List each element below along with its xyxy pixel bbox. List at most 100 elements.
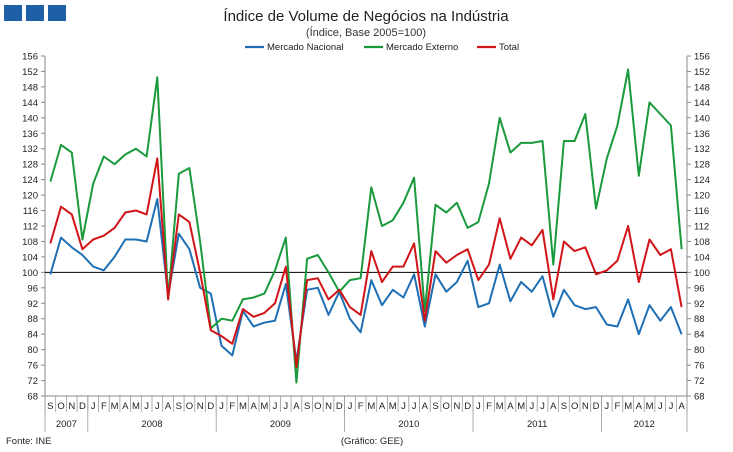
- x-tick-label: F: [486, 401, 492, 412]
- x-tick-label: N: [325, 401, 332, 412]
- x-tick-label: S: [432, 401, 438, 412]
- logo: [4, 5, 66, 21]
- y-tick-label-left: 120: [22, 191, 38, 202]
- axes: 68 68 72 72 76 76 80 80 84 84 88 88 92 92 96 96 100 100 10…: [22, 52, 710, 432]
- y-tick-label-right: 128: [694, 160, 710, 171]
- x-tick-label: M: [111, 401, 119, 412]
- x-tick-label: D: [593, 401, 600, 412]
- x-tick-label: F: [358, 401, 364, 412]
- y-tick-label-left: 148: [22, 82, 38, 93]
- y-tick-label-right: 132: [694, 144, 710, 155]
- y-tick-label-right: 104: [694, 252, 710, 263]
- x-tick-label: A: [507, 401, 514, 412]
- x-tick-label: J: [529, 401, 534, 412]
- legend-label-nacional: Mercado Nacional: [267, 42, 344, 53]
- y-tick-label-right: 148: [694, 82, 710, 93]
- x-tick-label: J: [412, 401, 417, 412]
- x-tick-label: A: [636, 401, 643, 412]
- x-tick-label: N: [582, 401, 589, 412]
- x-tick-label: O: [314, 401, 321, 412]
- legend-label-total: Total: [499, 42, 519, 53]
- x-tick-label: M: [260, 401, 268, 412]
- y-tick-label-right: 144: [694, 98, 710, 109]
- y-tick-label-right: 84: [694, 330, 705, 341]
- x-tick-label: A: [122, 401, 129, 412]
- x-tick-label: A: [379, 401, 386, 412]
- chart-subtitle: (Índice, Base 2005=100): [306, 26, 426, 39]
- y-tick-label-right: 80: [694, 345, 705, 356]
- series-line-mercado-externo: [49, 68, 683, 384]
- x-tick-label: M: [367, 401, 375, 412]
- y-tick-label-left: 108: [22, 237, 38, 248]
- x-tick-label: M: [646, 401, 654, 412]
- y-tick-label-right: 112: [694, 222, 709, 233]
- y-tick-label-right: 116: [694, 206, 709, 217]
- x-tick-label: D: [336, 401, 343, 412]
- x-tick-label: J: [144, 401, 149, 412]
- y-tick-label-right: 108: [694, 237, 710, 248]
- year-label: 2008: [141, 419, 162, 430]
- logo-block: [26, 5, 44, 21]
- y-tick-label-left: 128: [22, 160, 38, 171]
- x-tick-label: M: [624, 401, 632, 412]
- x-tick-label: A: [422, 401, 429, 412]
- source-note: Fonte: INE: [6, 436, 51, 447]
- series-line-total: [49, 157, 683, 368]
- x-tick-label: J: [540, 401, 545, 412]
- x-tick-label: J: [273, 401, 278, 412]
- y-tick-label-right: 152: [694, 67, 710, 78]
- x-tick-label: N: [454, 401, 461, 412]
- x-tick-label: F: [101, 401, 107, 412]
- logo-block: [48, 5, 66, 21]
- y-tick-label-right: 120: [694, 191, 710, 202]
- y-tick-label-left: 124: [22, 175, 38, 186]
- x-tick-label: N: [197, 401, 204, 412]
- x-tick-label: J: [604, 401, 609, 412]
- x-tick-label: O: [57, 401, 64, 412]
- x-tick-label: M: [389, 401, 397, 412]
- x-tick-label: M: [239, 401, 247, 412]
- x-tick-label: A: [165, 401, 172, 412]
- x-tick-label: S: [304, 401, 310, 412]
- x-tick-label: S: [561, 401, 567, 412]
- y-tick-label-left: 92: [27, 299, 38, 310]
- x-tick-label: S: [176, 401, 182, 412]
- year-label: 2010: [398, 419, 419, 430]
- x-tick-label: J: [658, 401, 663, 412]
- x-tick-label: F: [229, 401, 235, 412]
- x-tick-label: J: [476, 401, 481, 412]
- y-tick-label-left: 104: [22, 252, 38, 263]
- y-tick-label-left: 72: [27, 376, 38, 387]
- plot-area: [45, 68, 687, 384]
- y-tick-label-right: 76: [694, 361, 705, 372]
- x-tick-label: M: [517, 401, 525, 412]
- y-tick-label-left: 68: [27, 392, 38, 403]
- x-tick-label: A: [678, 401, 685, 412]
- year-label: 2011: [527, 419, 547, 430]
- y-tick-label-right: 140: [694, 113, 710, 124]
- y-tick-label-left: 84: [27, 330, 38, 341]
- legend-label-externo: Mercado Externo: [386, 42, 458, 53]
- y-tick-label-left: 140: [22, 113, 38, 124]
- y-tick-label-left: 132: [22, 144, 38, 155]
- x-tick-label: J: [401, 401, 406, 412]
- chart-title: Índice de Volume de Negócios na Indústri…: [223, 8, 509, 25]
- y-tick-label-left: 152: [22, 67, 38, 78]
- x-tick-label: O: [443, 401, 450, 412]
- x-tick-label: J: [669, 401, 674, 412]
- x-tick-label: F: [615, 401, 621, 412]
- y-tick-label-right: 92: [694, 299, 705, 310]
- y-tick-label-left: 116: [23, 206, 38, 217]
- y-tick-label-left: 96: [27, 283, 38, 294]
- x-tick-label: A: [250, 401, 257, 412]
- y-tick-label-left: 112: [23, 222, 38, 233]
- x-tick-label: O: [571, 401, 578, 412]
- x-tick-label: J: [283, 401, 288, 412]
- x-tick-label: J: [91, 401, 96, 412]
- year-label: 2009: [270, 419, 291, 430]
- x-tick-label: A: [293, 401, 300, 412]
- x-tick-label: J: [348, 401, 353, 412]
- y-tick-label-left: 144: [22, 98, 38, 109]
- credit-note: (Gráfico: GEE): [341, 436, 403, 447]
